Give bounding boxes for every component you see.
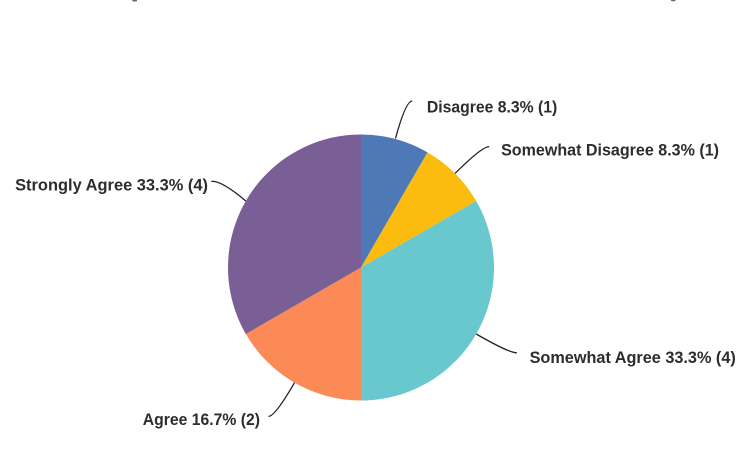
svg-text:Agree 16.7% (2): Agree 16.7% (2) [143,411,260,429]
svg-text:Somewhat Disagree 8.3% (1): Somewhat Disagree 8.3% (1) [501,142,719,160]
svg-text:Strongly Agree 33.3% (4): Strongly Agree 33.3% (4) [15,177,208,195]
svg-text:Disagree 8.3% (1): Disagree 8.3% (1) [427,99,557,117]
svg-text:Somewhat Agree 33.3% (4): Somewhat Agree 33.3% (4) [530,349,736,367]
